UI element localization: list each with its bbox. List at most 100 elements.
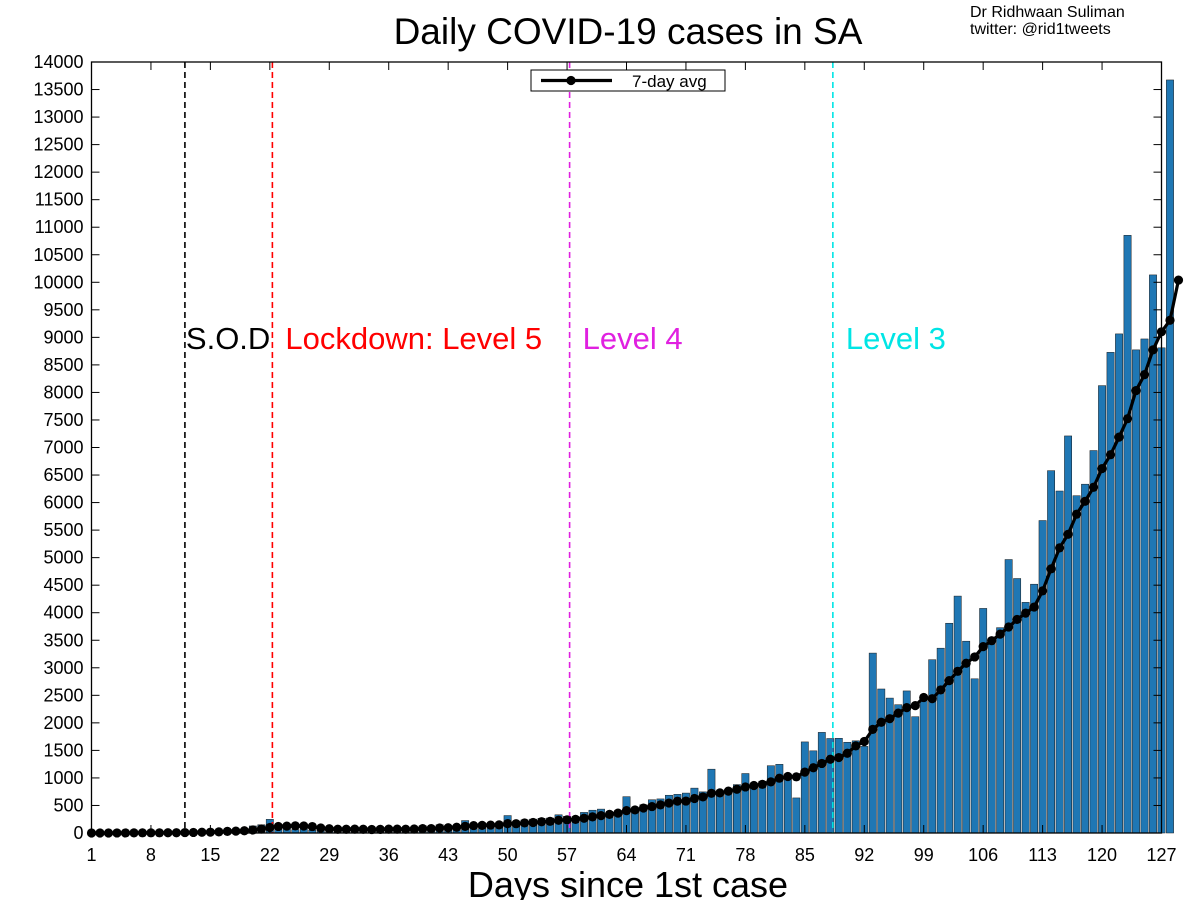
avg-point: [333, 824, 343, 834]
x-tick-label: 92: [854, 845, 874, 865]
avg-point: [1131, 385, 1141, 396]
bar: [707, 768, 716, 834]
avg-point: [231, 826, 241, 836]
avg-point: [1105, 450, 1116, 460]
avg-point: [749, 780, 759, 791]
avg-point: [477, 820, 487, 831]
x-tick-label: 127: [1146, 845, 1176, 865]
avg-point: [1063, 529, 1073, 539]
bar: [919, 698, 928, 834]
phase-label: Level 3: [846, 321, 946, 356]
avg-point: [553, 815, 564, 825]
avg-point: [520, 818, 530, 828]
y-tick-label: 2500: [43, 685, 83, 705]
avg-point: [367, 824, 377, 835]
avg-point: [290, 821, 300, 831]
avg-point: [1173, 275, 1184, 285]
x-tick-label: 99: [914, 845, 934, 865]
avg-point: [919, 692, 929, 703]
x-tick-label: 43: [438, 845, 458, 865]
credit-twitter: twitter: @rid1tweets: [970, 21, 1111, 38]
avg-point: [655, 800, 666, 810]
y-tick-label: 13000: [33, 107, 83, 127]
bar: [1064, 435, 1072, 834]
avg-point: [197, 827, 207, 837]
y-tick-label: 14000: [33, 52, 83, 72]
avg-point: [1038, 586, 1048, 596]
phase-label: Level 4: [583, 321, 683, 356]
bar: [936, 647, 945, 834]
avg-point: [995, 629, 1005, 639]
x-tick-label: 50: [498, 845, 518, 865]
avg-point: [987, 636, 997, 646]
avg-point: [239, 826, 249, 836]
bar: [970, 678, 979, 834]
avg-point: [859, 736, 869, 747]
avg-point: [613, 808, 623, 818]
y-tick-label: 10500: [33, 245, 83, 265]
legend: 7-day avg: [530, 69, 726, 92]
bar: [911, 716, 920, 834]
avg-point: [1097, 463, 1107, 474]
avg-point: [944, 676, 954, 686]
avg-point: [672, 796, 683, 806]
avg-point: [936, 685, 946, 695]
bar: [1123, 235, 1132, 834]
y-tick-label: 2000: [43, 713, 83, 733]
bar: [1081, 483, 1089, 834]
bar: [868, 652, 877, 834]
bar: [962, 640, 971, 834]
y-tick-label: 4500: [43, 575, 83, 595]
avg-point: [953, 666, 963, 676]
avg-point: [681, 796, 691, 806]
y-tick-label: 7000: [43, 438, 83, 458]
avg-point: [460, 821, 470, 831]
avg-point: [698, 792, 708, 802]
avg-point: [1055, 543, 1065, 553]
bar: [1115, 333, 1123, 834]
x-tick-label: 85: [795, 845, 815, 865]
avg-point: [486, 820, 496, 830]
bar: [834, 738, 843, 834]
avg-point: [893, 708, 903, 718]
avg-point: [842, 748, 852, 758]
x-tick-label: 8: [146, 845, 156, 865]
bar: [716, 793, 724, 834]
bar: [1038, 520, 1047, 834]
avg-point: [723, 786, 734, 796]
bar: [1004, 559, 1013, 834]
bar: [1021, 602, 1030, 834]
avg-point: [604, 809, 615, 819]
x-tick-label: 1: [86, 845, 96, 865]
y-tick-label: 9000: [43, 327, 83, 347]
avg-point: [426, 823, 436, 834]
avg-point: [1122, 414, 1133, 424]
bar: [996, 627, 1005, 834]
avg-point: [706, 788, 717, 798]
avg-point: [562, 815, 572, 825]
x-tick-label: 15: [200, 845, 220, 865]
phase-labels-layer: S.O.D Lockdown: Level 5 Level 4 Level 3: [186, 321, 946, 356]
avg-point: [774, 773, 784, 783]
bar: [1030, 583, 1039, 834]
x-tick-label: 113: [1028, 845, 1057, 865]
x-tick-label: 120: [1087, 845, 1117, 865]
x-tick-label: 64: [616, 845, 636, 865]
credit-author: Dr Ridhwaan Suliman: [970, 4, 1125, 21]
avg-point: [1071, 509, 1082, 519]
avg-point: [638, 803, 649, 813]
bar: [758, 780, 767, 834]
avg-point: [418, 823, 428, 834]
y-tick-label: 13500: [33, 80, 83, 100]
y-tick-label: 500: [53, 795, 83, 815]
avg-point: [248, 825, 258, 835]
y-tick-label: 8500: [43, 355, 83, 375]
bar: [1132, 349, 1140, 834]
avg-point: [503, 819, 513, 829]
avg-point: [1080, 496, 1090, 506]
avg-point: [282, 821, 292, 831]
avg-point: [545, 816, 555, 826]
avg-point: [1029, 602, 1039, 612]
avg-point: [885, 714, 895, 724]
y-tick-label: 5000: [43, 548, 83, 568]
